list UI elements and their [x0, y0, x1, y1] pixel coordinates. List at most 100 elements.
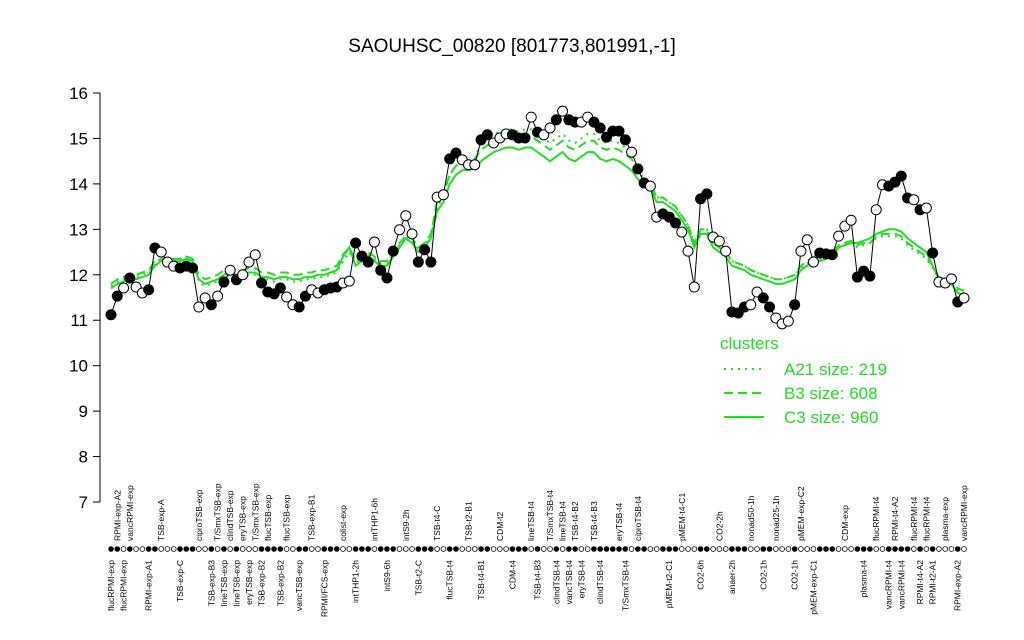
data-point: [557, 105, 569, 117]
sample-dot: [365, 546, 371, 552]
sample-dot: [133, 546, 139, 552]
sample-dot: [459, 546, 466, 552]
x-tick-label: TSB-exp-B2: [275, 560, 285, 607]
data-point: [224, 264, 236, 276]
x-tick-label: flucTSB-t4: [445, 560, 455, 600]
data-point: [945, 273, 957, 285]
sample-dot: [635, 546, 641, 552]
sample-dot: [177, 546, 183, 552]
y-tick-label: 13: [69, 220, 88, 239]
x-tick-label: vancRPMI-t4: [896, 560, 906, 609]
sample-dot: [722, 546, 729, 552]
x-tick-label: TSB-exp-C: [175, 560, 185, 602]
data-point: [256, 277, 268, 289]
y-tick-label: 8: [79, 448, 88, 467]
data-point: [713, 235, 725, 247]
data-point: [764, 301, 776, 313]
x-tick-label: TSB-t2-C: [413, 560, 423, 595]
sample-dot: [917, 546, 923, 552]
sample-dot: [873, 546, 879, 552]
data-point: [682, 245, 694, 257]
data-point: [193, 301, 205, 313]
x-tick-label: T/SmxTSB-t4: [545, 490, 555, 541]
data-point: [350, 237, 362, 249]
data-point: [613, 125, 625, 137]
data-point: [105, 309, 117, 321]
x-tick-label: lineTSB-t4: [526, 501, 536, 541]
y-tick-label: 16: [69, 84, 88, 103]
x-tick-label: flucTSB-exp: [263, 494, 273, 541]
x-tick-label: CDM-t4: [507, 560, 517, 590]
sample-dot: [396, 546, 403, 552]
data-point: [362, 256, 374, 268]
data-point: [801, 234, 813, 246]
sample-dot: [409, 546, 415, 552]
x-tick-label: flucTSB-exp: [282, 494, 292, 541]
x-tick-label: intS9-6h: [382, 560, 392, 592]
sample-dot: [584, 546, 591, 552]
x-tick-label: flucRPMI-t4: [871, 496, 881, 541]
sample-dot: [791, 546, 798, 552]
sample-dot: [239, 546, 246, 552]
x-tick-label: CO2-2h: [714, 511, 724, 541]
x-tick-label: lineTSB-exp: [231, 560, 241, 607]
sample-dot: [754, 546, 760, 552]
sample-dot: [359, 546, 365, 552]
data-point: [870, 204, 882, 216]
sample-dot: [503, 546, 509, 552]
sample-dot: [760, 546, 767, 552]
data-point: [807, 256, 819, 268]
y-tick-label: 12: [69, 266, 88, 285]
x-tick-label: nonad25-1h: [771, 495, 781, 541]
sample-dot: [214, 546, 221, 552]
x-tick-label: vancRPMI-t4: [884, 560, 894, 609]
sample-dot: [434, 546, 440, 552]
x-tick-label: vancRPMI-exp: [959, 485, 969, 541]
sample-dot: [672, 546, 679, 552]
sample-dot: [515, 546, 522, 552]
sample-dot: [848, 546, 854, 552]
data-point: [218, 276, 230, 288]
sample-dot: [158, 546, 164, 552]
sample-dot: [540, 546, 547, 552]
sample-dot: [547, 546, 553, 552]
x-tick-label: RPMI-t4-A2: [915, 560, 925, 605]
data-point: [419, 244, 431, 256]
sample-dot: [497, 546, 503, 552]
sample-dot: [773, 546, 779, 552]
data-point: [833, 230, 845, 242]
data-point: [757, 292, 769, 304]
sample-dot: [271, 546, 277, 552]
x-tick-label: flucRPMI-exp: [119, 560, 129, 611]
sample-dot: [628, 546, 635, 552]
x-tick-label: CDM-exp: [840, 505, 850, 541]
sample-dot: [308, 546, 315, 552]
data-point: [243, 256, 255, 268]
data-point: [274, 282, 286, 294]
x-tick-label: eryTSB-exp: [238, 496, 248, 541]
sample-dot: [948, 546, 955, 552]
data-point: [895, 170, 907, 182]
sample-dot: [377, 546, 384, 552]
sample-dot: [766, 546, 773, 552]
sample-dot: [779, 546, 785, 552]
data-point: [425, 256, 437, 268]
x-tick-label: T/SmxTSB-exp: [213, 483, 223, 541]
x-tick-label: plasma-exp: [940, 497, 950, 541]
x-tick-label: TSB-exp-B2: [257, 560, 267, 607]
x-tick-label: pMEM-exp-C2: [796, 486, 806, 541]
sample-dot: [277, 546, 284, 552]
x-tick-label: ciproTSB-t4: [633, 496, 643, 541]
data-point: [187, 262, 199, 274]
sample-dot: [954, 546, 961, 552]
sample-dot: [465, 546, 472, 552]
sample-dot: [660, 546, 666, 552]
sample-dot: [854, 546, 861, 552]
sample-dot: [108, 546, 114, 552]
sample-dot: [440, 546, 447, 552]
data-point: [519, 132, 531, 144]
sample-dot: [509, 546, 516, 552]
sample-dot: [534, 546, 541, 552]
x-tick-label: TSB-t4-B3: [589, 501, 599, 541]
